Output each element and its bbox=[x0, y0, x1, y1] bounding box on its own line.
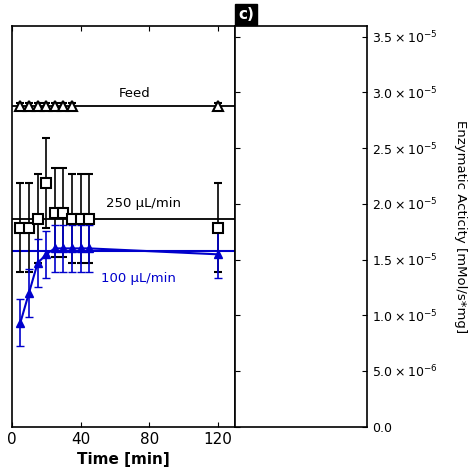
Text: Feed: Feed bbox=[118, 87, 150, 100]
Y-axis label: Enzymatic Acticity [mMol/s*mg]: Enzymatic Acticity [mMol/s*mg] bbox=[454, 119, 467, 333]
Text: 100 μL/min: 100 μL/min bbox=[101, 272, 176, 285]
Text: c): c) bbox=[238, 7, 254, 22]
Text: 250 μL/min: 250 μL/min bbox=[106, 197, 182, 210]
X-axis label: Time [min]: Time [min] bbox=[77, 452, 170, 467]
